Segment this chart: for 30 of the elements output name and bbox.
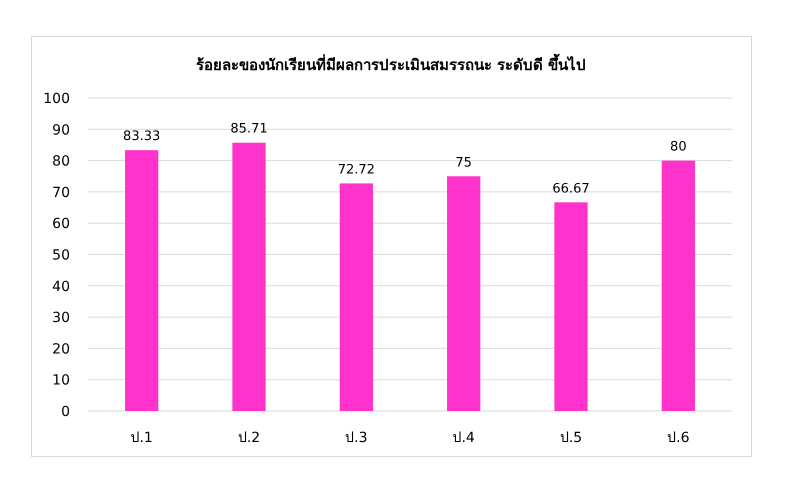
y-tick-label: 90 xyxy=(52,122,70,138)
y-tick-label: 0 xyxy=(61,404,70,420)
y-tick-label: 100 xyxy=(43,91,70,107)
y-tick-label: 30 xyxy=(52,310,70,326)
y-tick-label: 40 xyxy=(52,278,70,295)
bar xyxy=(662,160,695,411)
bar xyxy=(125,150,158,411)
data-label: 66.67 xyxy=(552,181,590,196)
bar xyxy=(447,176,480,411)
x-tick-label: ป.2 xyxy=(238,430,260,446)
bar xyxy=(232,142,266,411)
x-tick-label: ป.4 xyxy=(452,430,475,446)
data-label: 85.71 xyxy=(230,122,268,137)
bar xyxy=(554,202,588,411)
x-tick-label: ป.3 xyxy=(345,430,368,446)
y-tick-label: 20 xyxy=(52,341,70,358)
x-tick-label: ป.6 xyxy=(667,430,690,446)
data-label: 83.33 xyxy=(123,129,160,144)
x-tick-label: ป.1 xyxy=(130,430,153,446)
y-tick-label: 10 xyxy=(52,372,70,389)
y-tick-label: 60 xyxy=(52,216,70,232)
data-label: 72.72 xyxy=(338,162,375,178)
data-label: 75 xyxy=(455,155,472,170)
bar xyxy=(340,183,373,411)
data-label: 80 xyxy=(670,140,687,155)
x-tick-label: ป.5 xyxy=(560,430,582,446)
y-tick-label: 70 xyxy=(52,184,70,201)
y-tick-label: 50 xyxy=(52,248,70,264)
y-tick-label: 80 xyxy=(52,154,70,170)
chart-title: ร้อยละของนักเรียนที่มีผลการประเมินสมรรถนะ ระดับดี ขึ้นไป xyxy=(196,53,586,74)
